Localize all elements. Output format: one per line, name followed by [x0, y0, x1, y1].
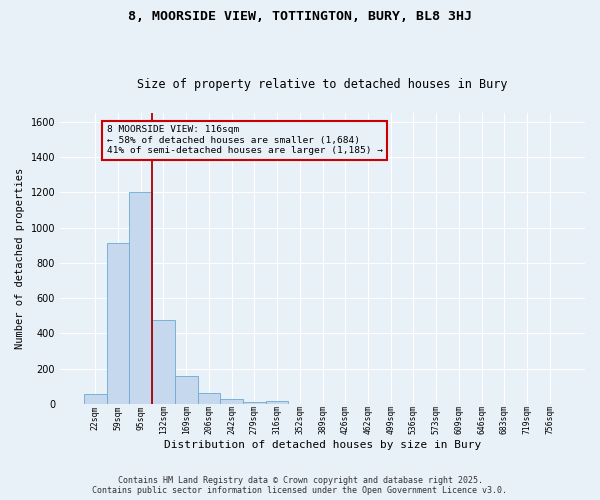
Bar: [152, 320, 175, 404]
Y-axis label: Number of detached properties: Number of detached properties: [15, 168, 25, 349]
X-axis label: Distribution of detached houses by size in Bury: Distribution of detached houses by size …: [164, 440, 481, 450]
Bar: [266, 401, 289, 404]
Title: Size of property relative to detached houses in Bury: Size of property relative to detached ho…: [137, 78, 508, 91]
Text: Contains HM Land Registry data © Crown copyright and database right 2025.
Contai: Contains HM Land Registry data © Crown c…: [92, 476, 508, 495]
Bar: [175, 376, 197, 404]
Bar: [130, 192, 152, 404]
Text: 8 MOORSIDE VIEW: 116sqm
← 58% of detached houses are smaller (1,684)
41% of semi: 8 MOORSIDE VIEW: 116sqm ← 58% of detache…: [107, 126, 383, 155]
Bar: [84, 394, 107, 404]
Bar: [197, 393, 220, 404]
Bar: [220, 398, 243, 404]
Bar: [243, 402, 266, 404]
Bar: [107, 244, 130, 404]
Text: 8, MOORSIDE VIEW, TOTTINGTON, BURY, BL8 3HJ: 8, MOORSIDE VIEW, TOTTINGTON, BURY, BL8 …: [128, 10, 472, 23]
